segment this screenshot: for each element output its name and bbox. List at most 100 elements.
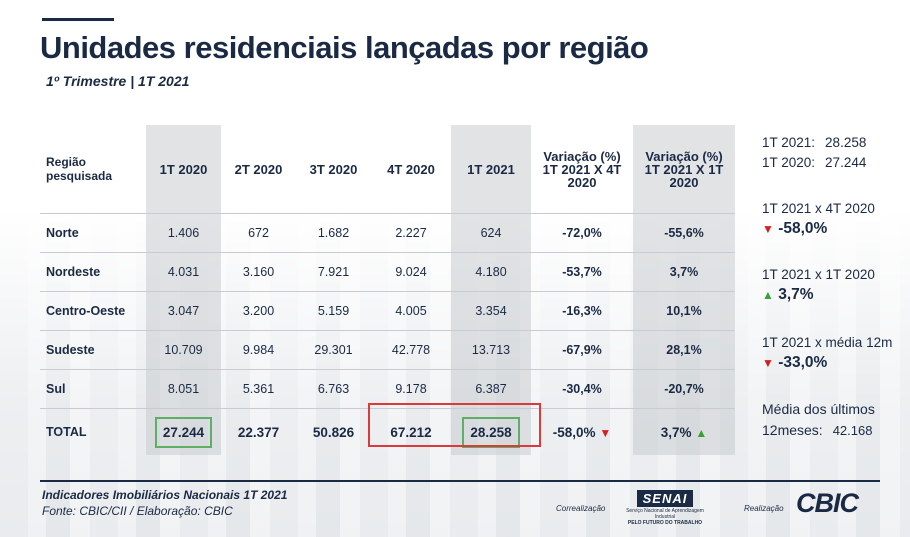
summary-cmp-media: 1T 2021 x média 12m ▼ -33,0% — [762, 335, 892, 372]
cell-value: 2.227 — [371, 213, 451, 253]
realizacao-label: Realização — [744, 504, 784, 513]
total-var2: 3,7% ▲ — [633, 408, 735, 455]
cmp1-label: 1T 2021 x 4T 2020 — [762, 201, 875, 216]
total-cell: 28.258 — [451, 408, 531, 455]
var1-sub: 1T 2021 X 4T 2020 — [542, 161, 622, 190]
footer-divider — [40, 480, 880, 482]
table-header-row: Região pesquisada 1T 2020 2T 2020 3T 202… — [40, 125, 735, 214]
page-subtitle: 1º Trimestre | 1T 2021 — [46, 73, 190, 89]
cell-value: 4.031 — [146, 252, 221, 292]
table-row: Centro-Oeste 3.047 3.200 5.159 4.005 3.3… — [40, 291, 735, 331]
footer-source: Fonte: CBIC/CII / Elaboração: CBIC — [42, 504, 233, 518]
cell-value: 9.024 — [371, 252, 451, 292]
table-row: Norte 1.406 672 1.682 2.227 624 -72,0% -… — [40, 213, 735, 253]
table-row: Nordeste 4.031 3.160 7.921 9.024 4.180 -… — [40, 252, 735, 292]
corealizacao-label: Correalização — [556, 504, 606, 513]
cell-value: 3.200 — [221, 291, 296, 331]
row-region: Centro-Oeste — [40, 291, 146, 331]
total-label: TOTAL — [46, 425, 87, 439]
col-header-4t2020: 4T 2020 — [371, 125, 451, 214]
total-var1: -58,0% ▼ — [531, 409, 633, 456]
cell-var2: 28,1% — [633, 330, 735, 370]
cell-value: 5.361 — [221, 369, 296, 409]
triangle-down-icon: ▼ — [762, 222, 774, 236]
cbic-logo: CBIC — [796, 488, 859, 518]
cell-var1: -53,7% — [531, 252, 633, 292]
cell-value: 3.160 — [221, 252, 296, 292]
cell-value: 6.387 — [451, 369, 531, 409]
cell-var2: -55,6% — [633, 213, 735, 253]
avg-label: Média dos últimos — [762, 401, 875, 417]
row-region: Nordeste — [40, 252, 146, 292]
cell-value: 1.406 — [146, 213, 221, 253]
cell-value: 9.178 — [371, 369, 451, 409]
cell-value: 624 — [451, 213, 531, 253]
cell-value: 10.709 — [146, 330, 221, 370]
col-header-3t2020: 3T 2020 — [296, 125, 371, 214]
triangle-down-icon: ▼ — [762, 356, 774, 370]
summary-average: Média dos últimos 12meses: 42.168 — [762, 401, 875, 438]
cmp1-value: -58,0% — [778, 220, 828, 237]
summary-line-1t2021: 1T 2021: 28.258 — [762, 135, 867, 150]
summary-totals: 1T 2021: 28.258 1T 2020: 27.244 — [762, 135, 866, 170]
col-header-2t2020: 2T 2020 — [221, 125, 296, 214]
total-cell: 67.212 — [390, 424, 432, 440]
var2-label: Variação (%) — [645, 148, 723, 164]
cell-var1: -30,4% — [531, 369, 633, 409]
total-var1-value: -58,0% — [552, 424, 596, 440]
cell-value: 42.778 — [371, 330, 451, 370]
cell-var1: -67,9% — [531, 330, 633, 370]
avg-value: 42.168 — [832, 423, 873, 438]
total-cell: 22.377 — [237, 424, 280, 440]
highlight-box-red — [368, 403, 541, 447]
table-row: Sul 8.051 5.361 6.763 9.178 6.387 -30,4%… — [40, 369, 735, 409]
page-title: Unidades residenciais lançadas por regiã… — [40, 30, 649, 65]
cmp2-value: 3,7% — [778, 286, 814, 303]
cell-var2: 10,1% — [633, 291, 735, 331]
cell-value: 5.159 — [296, 291, 371, 331]
launches-table: Região pesquisada 1T 2020 2T 2020 3T 202… — [40, 125, 735, 455]
triangle-up-icon: ▲ — [762, 288, 774, 302]
cell-value: 672 — [221, 213, 296, 253]
cmp3-label: 1T 2021 x média 12m — [762, 335, 893, 350]
triangle-up-icon: ▲ — [695, 425, 708, 440]
senai-logo: SENAI Serviço Nacional de Aprendizagem I… — [626, 490, 704, 526]
col-header-var2: Variação (%) 1T 2021 X 1T 2020 — [633, 125, 735, 214]
total-cell: 27.244 — [146, 408, 221, 455]
row-region: Norte — [40, 213, 146, 253]
summary-cmp-4t2020: 1T 2021 x 4T 2020 ▼ -58,0% — [762, 201, 875, 238]
table-row: Sudeste 10.709 9.984 29.301 42.778 13.71… — [40, 330, 735, 370]
cell-var2: 3,7% — [633, 252, 735, 292]
cell-var1: -72,0% — [531, 213, 633, 253]
summary-cmp-1t2020: 1T 2021 x 1T 2020 ▲ 3,7% — [762, 267, 875, 304]
row-region: Sudeste — [40, 330, 146, 370]
cell-value: 4.005 — [371, 291, 451, 331]
cell-value: 9.984 — [221, 330, 296, 370]
cell-value: 7.921 — [296, 252, 371, 292]
cell-var2: -20,7% — [633, 369, 735, 409]
region-header: Região pesquisada — [40, 125, 146, 214]
cell-value: 29.301 — [296, 330, 371, 370]
cmp2-label: 1T 2021 x 1T 2020 — [762, 267, 875, 282]
cell-value: 13.713 — [451, 330, 531, 370]
cell-value: 1.682 — [296, 213, 371, 253]
cell-value: 4.180 — [451, 252, 531, 292]
cell-value: 8.051 — [146, 369, 221, 409]
col-header-1t2021: 1T 2021 — [451, 125, 531, 214]
cmp3-value: -33,0% — [778, 354, 828, 371]
total-var2-value: 3,7% — [660, 424, 692, 440]
row-region: Sul — [40, 369, 146, 409]
total-cell: 50.826 — [312, 424, 355, 440]
var1-label: Variação (%) — [543, 148, 621, 164]
triangle-down-icon: ▼ — [599, 425, 612, 440]
avg-label-2: 12meses: — [762, 422, 823, 438]
cell-var1: -16,3% — [531, 291, 633, 331]
highlight-box-green: 27.244 — [154, 416, 213, 448]
col-header-1t2020: 1T 2020 — [146, 125, 221, 214]
summary-line-1t2020: 1T 2020: 27.244 — [762, 155, 867, 170]
cell-value: 6.763 — [296, 369, 371, 409]
title-accent-line — [42, 18, 114, 21]
col-header-var1: Variação (%) 1T 2021 X 4T 2020 — [531, 125, 633, 214]
cell-value: 3.354 — [451, 291, 531, 331]
footer-report-name: Indicadores Imobiliários Nacionais 1T 20… — [42, 488, 288, 502]
